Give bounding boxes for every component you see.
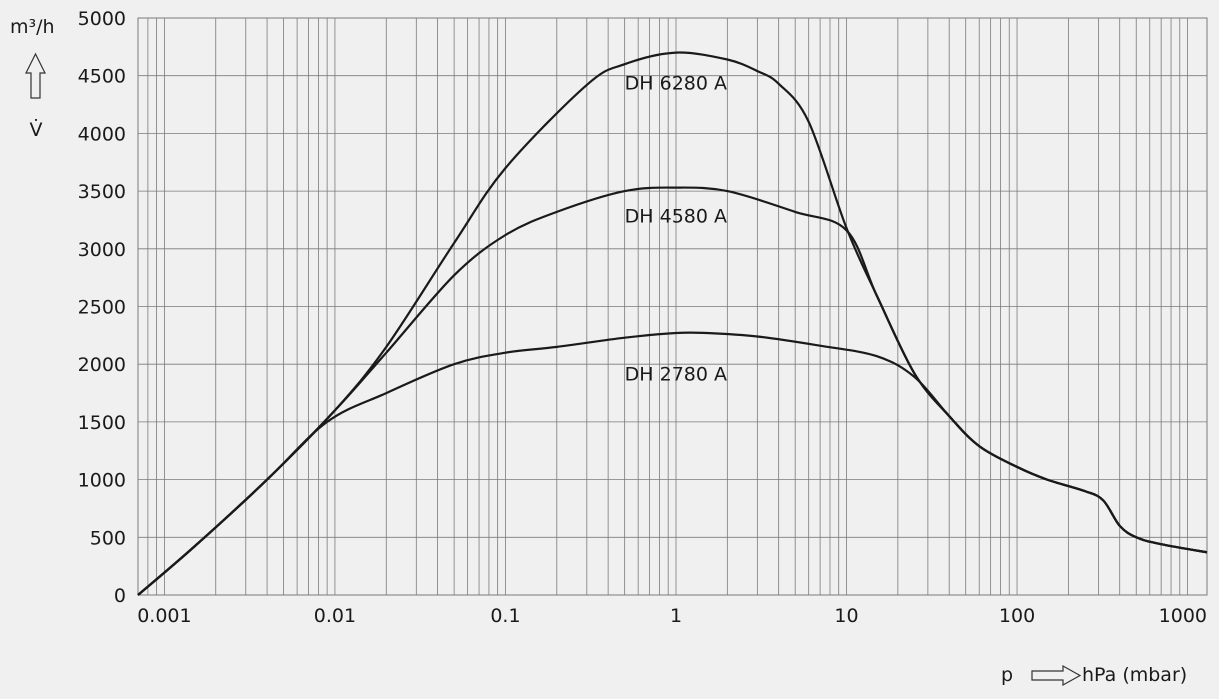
x-axis-unit: hPa (mbar) <box>1082 664 1187 686</box>
right-arrow-icon <box>1031 664 1082 687</box>
x-tick-label: 10 <box>834 605 858 627</box>
y-tick-labels: 0 500 1000 1500 2000 2500 3000 3500 4000 4500 5000 <box>78 8 126 607</box>
y-tick-label: 2500 <box>78 297 126 319</box>
x-tick-label: 1000 <box>1159 605 1207 627</box>
y-tick-label: 2000 <box>78 354 126 376</box>
y-axis-unit: m³/h <box>10 16 55 38</box>
y-tick-label: 5000 <box>78 8 126 30</box>
curve-label-dh-2780-a: DH 2780 A <box>625 363 727 385</box>
x-tick-label: 0.01 <box>314 605 356 627</box>
curves <box>137 51 1208 596</box>
up-arrow-icon <box>25 52 46 99</box>
y-axis-symbol: V̇ <box>30 119 43 141</box>
curve-label-dh-6280-a: DH 6280 A <box>625 73 727 95</box>
curve-dh-6280-a <box>137 51 1208 596</box>
grid <box>138 17 1207 596</box>
y-tick-label: 1500 <box>78 412 126 434</box>
y-tick-label: 4500 <box>78 66 126 88</box>
y-tick-label: 500 <box>90 527 126 549</box>
curve-dh-2780-a <box>137 331 1208 596</box>
x-tick-label: 1 <box>670 605 682 627</box>
x-tick-label: 0.1 <box>490 605 520 627</box>
y-tick-label: 4000 <box>78 123 126 145</box>
y-tick-label: 1000 <box>78 470 126 492</box>
curve-label-dh-4580-a: DH 4580 A <box>625 205 727 227</box>
y-tick-label: 3000 <box>78 239 126 261</box>
y-tick-label: 0 <box>114 585 126 607</box>
curve-labels: DH 6280 A DH 4580 A DH 2780 A <box>625 73 727 386</box>
x-axis-symbol: p <box>1001 664 1013 686</box>
x-tick-labels: 0.001 0.01 0.1 1 10 100 1000 <box>137 605 1207 627</box>
x-tick-label: 100 <box>999 605 1035 627</box>
y-tick-label: 3500 <box>78 181 126 203</box>
plot-frame <box>137 17 1208 596</box>
x-tick-label: 0.001 <box>137 605 191 627</box>
